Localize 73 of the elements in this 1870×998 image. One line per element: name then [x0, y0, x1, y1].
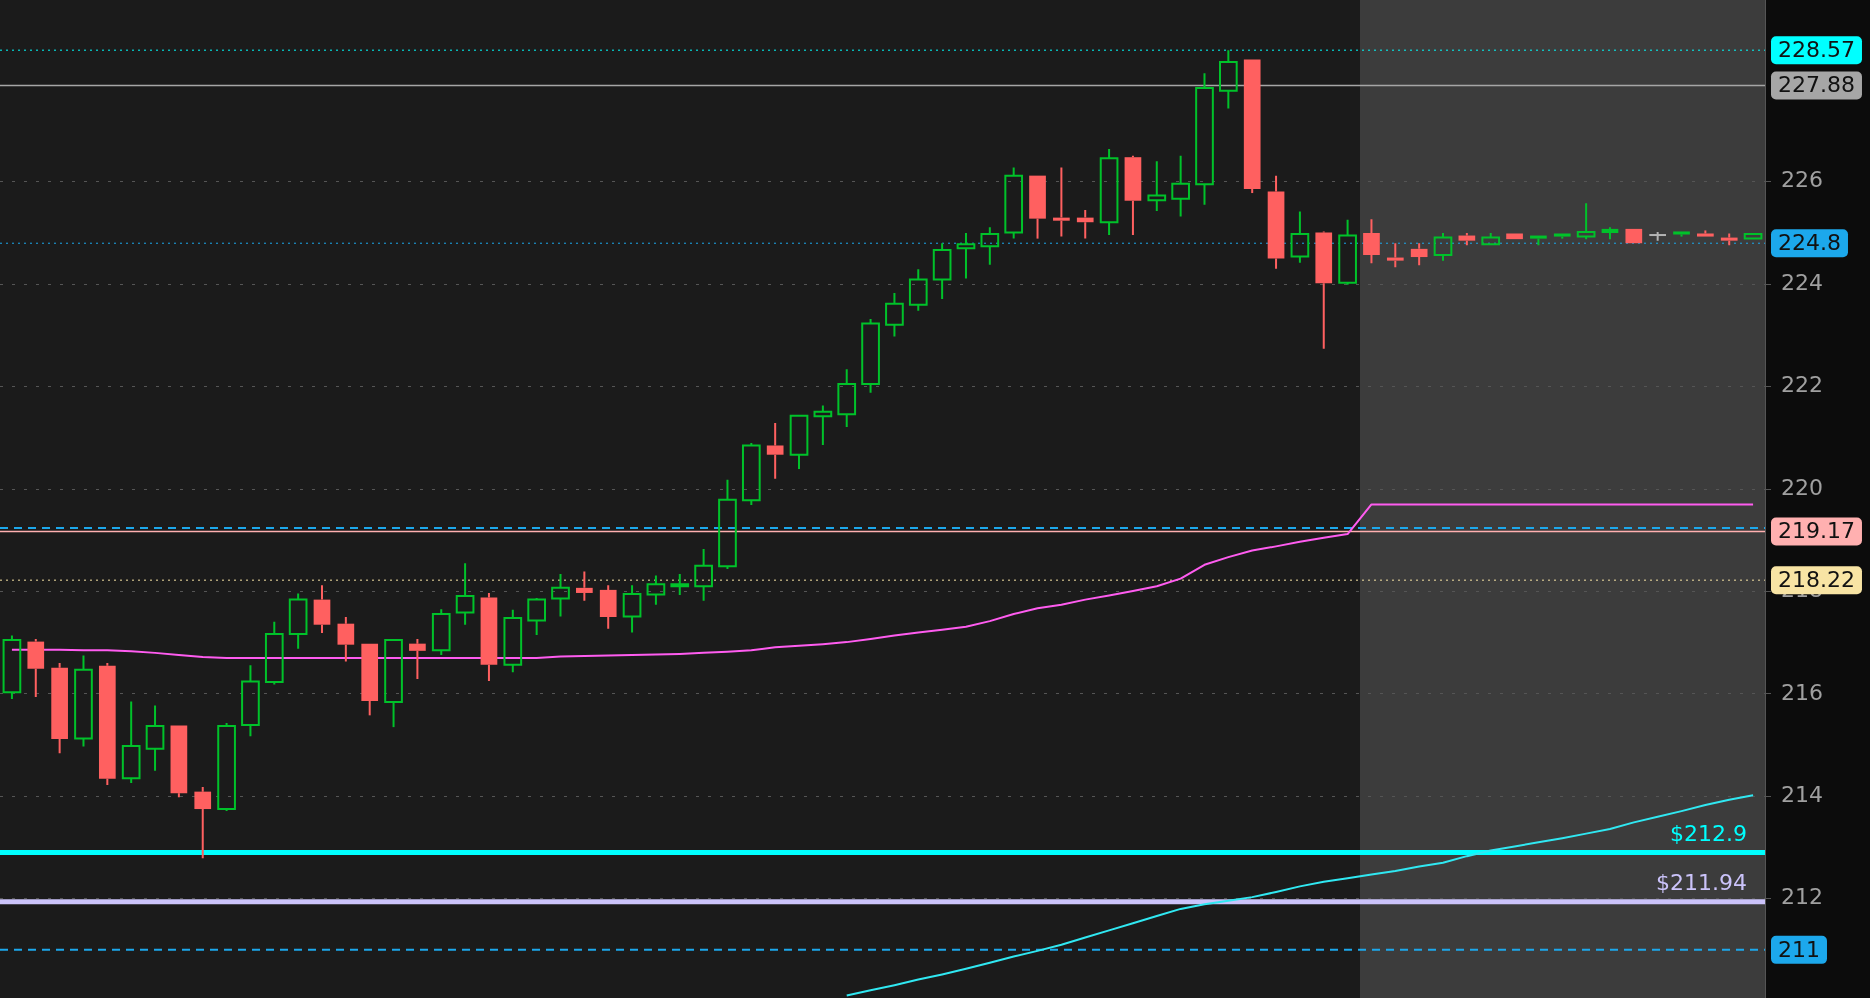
candlestick [1219, 49, 1238, 110]
y-tick-label: 214 [1781, 781, 1823, 807]
candlestick [121, 700, 141, 784]
candlestick [908, 268, 928, 312]
ref-line-label: 219.17 [1778, 518, 1855, 544]
candlestick [718, 478, 737, 570]
candlestick [1697, 229, 1714, 237]
candlestick [576, 570, 593, 602]
candlestick [1553, 233, 1571, 240]
candlestick [813, 404, 833, 446]
candlestick [74, 654, 93, 748]
candlestick [409, 638, 426, 680]
candlestick [1315, 232, 1333, 350]
candlestick [837, 368, 857, 429]
annotation: $211.94 [1656, 870, 1747, 896]
candlestick [1195, 72, 1214, 206]
candlestick [1386, 242, 1404, 269]
candlestick [622, 584, 642, 634]
candlestick [1124, 154, 1142, 237]
candlestick [1053, 166, 1070, 238]
candlestick [1290, 210, 1310, 264]
candlestick [1267, 174, 1285, 270]
y-tick-label: 216 [1781, 679, 1823, 705]
candlestick [956, 231, 976, 280]
candlestick [1243, 59, 1261, 195]
candlestick [1458, 231, 1476, 247]
ref-line-label: 218.22 [1778, 566, 1855, 592]
y-tick-label: 220 [1781, 474, 1823, 500]
y-tick-label: 226 [1781, 167, 1823, 193]
candlestick [1147, 160, 1167, 212]
candlestick [1601, 226, 1619, 241]
candlestick [1530, 235, 1547, 247]
candlestick [551, 573, 570, 618]
candlestick [599, 584, 617, 630]
candlestick [885, 291, 904, 338]
ref-line-label: 211 [1778, 936, 1820, 962]
candlestick [98, 662, 116, 786]
candlestick [1410, 242, 1428, 267]
candlestick [241, 664, 260, 738]
y-tick-label: 224 [1781, 269, 1823, 295]
candlestick [480, 591, 498, 683]
y-tick-label: 212 [1781, 884, 1823, 910]
candlestick [1171, 154, 1190, 218]
candlestick [694, 547, 713, 602]
candlestick [170, 725, 188, 799]
candlestick [789, 414, 809, 471]
ref-line-label: 227.88 [1778, 72, 1855, 98]
candlestick [288, 592, 308, 650]
candlestick [646, 574, 666, 606]
y-tick-label: 222 [1781, 372, 1823, 398]
annotation: $212.9 [1670, 821, 1747, 847]
candlestick [1433, 231, 1453, 262]
candlestick [932, 242, 952, 301]
candlestick [145, 704, 165, 772]
candlestick [1099, 148, 1119, 237]
candlestick [194, 786, 212, 860]
candlestick [455, 562, 475, 626]
candlestick [313, 584, 331, 634]
candlestick [1576, 202, 1596, 241]
candlestick [384, 639, 403, 729]
ref-line-label: 228.57 [1778, 36, 1855, 62]
candlestick [1673, 231, 1690, 238]
candlestick [1363, 218, 1380, 265]
candlestick [361, 643, 379, 717]
candlestick [337, 616, 355, 663]
candlestick [27, 638, 45, 698]
candlestick [670, 573, 690, 597]
ref-line-label: 224.8 [1778, 229, 1841, 255]
candlestick [980, 226, 1000, 266]
candlestick [51, 662, 68, 755]
candlestick [1004, 166, 1024, 240]
candlestick [766, 421, 784, 480]
candlestick [1720, 232, 1738, 247]
